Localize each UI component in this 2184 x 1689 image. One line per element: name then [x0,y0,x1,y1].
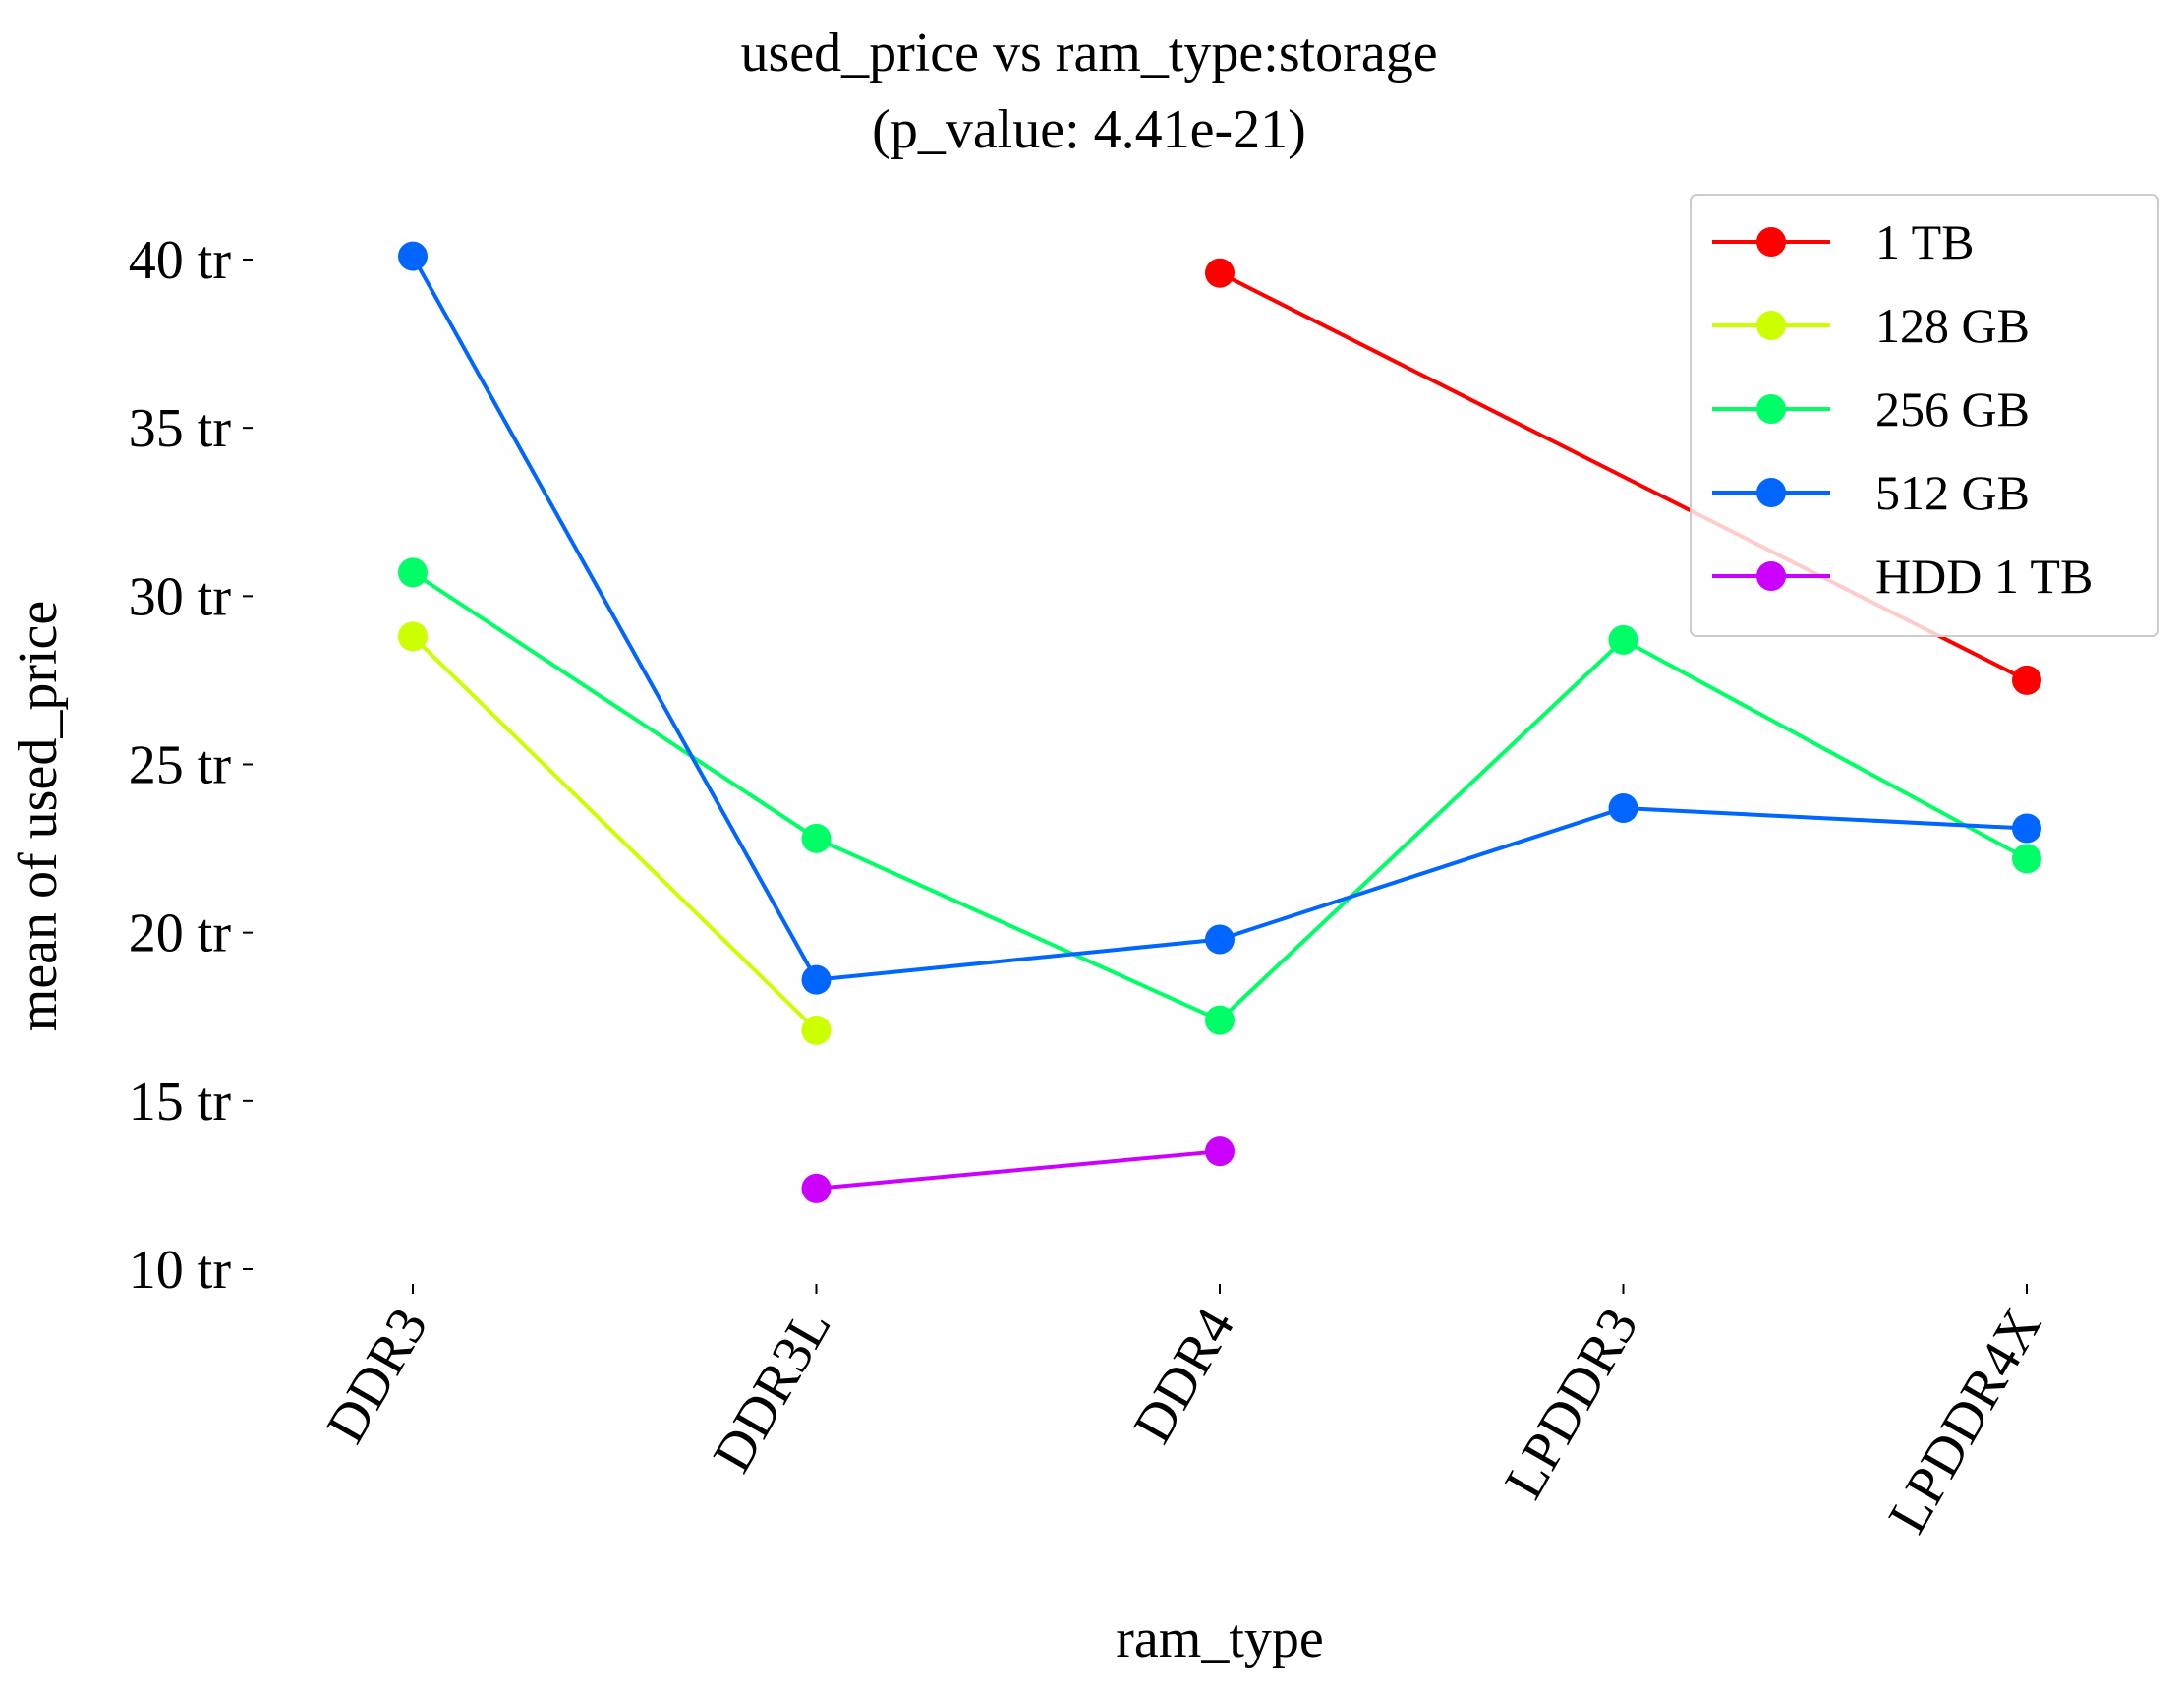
x-axis-label: ram_type [1116,1608,1323,1669]
legend-marker [1756,311,1786,340]
y-axis: 10 tr 15 tr 20 tr 25 tr 30 tr 35 tr 40 tr [129,230,253,1301]
legend-label: 256 GB [1875,381,2030,437]
legend-label: 128 GB [1875,298,2030,353]
x-axis: DDR3 DDR3L DDR4 LPDDR3 LPDDR4X [315,1284,2053,1543]
data-point [1205,258,1235,288]
data-point [1205,1005,1235,1035]
legend-label: 512 GB [1875,465,2030,520]
data-point [1205,924,1235,955]
series-512-gb [398,241,2041,995]
data-point [2012,665,2041,695]
data-point [1608,624,1638,655]
data-point [801,823,832,853]
legend-marker [1756,478,1786,507]
y-axis-label: mean of used_price [8,601,69,1031]
legend-box [1690,194,2159,637]
data-point [398,241,428,271]
x-tick-label: LPDDR4X [1877,1299,2054,1543]
series-line [816,1149,1221,1191]
data-point [801,964,832,995]
legend-item: HDD 1 TB [1712,549,2093,604]
data-point [1608,793,1638,824]
y-tick-label: 20 tr [129,903,232,964]
y-tick-label: 25 tr [129,735,232,796]
chart-title-line-2: (p_value: 4.41e-21) [872,99,1306,160]
legend-label: 1 TB [1875,214,1975,269]
chart-title-line-1: used_price vs ram_type:storage [740,23,1437,84]
legend-marker [1756,227,1786,257]
x-tick-label: DDR3 [315,1299,439,1454]
data-point [2012,844,2041,874]
data-point [1205,1136,1235,1167]
legend-item: 128 GB [1712,298,2030,353]
data-point [398,557,428,588]
data-point [398,621,428,652]
y-tick-label: 10 tr [129,1240,232,1301]
y-tick-label: 30 tr [129,566,232,627]
x-tick-label: DDR4 [1121,1299,1246,1454]
x-tick-label: DDR3L [702,1299,843,1483]
legend-marker [1756,561,1786,591]
legend-item: 256 GB [1712,381,2030,437]
legend-label: HDD 1 TB [1875,549,2093,604]
legend-item: 1 TB [1712,214,1975,269]
y-tick-label: 35 tr [129,398,232,459]
chart-title: used_price vs ram_type:storage (p_value:… [740,23,1437,160]
legend-item: 512 GB [1712,465,2030,520]
legend: 1 TB 128 GB 256 GB 512 GB HDD 1 TB [1690,194,2159,637]
legend-marker [1756,394,1786,424]
y-tick-label: 15 tr [129,1072,232,1133]
series-hdd-1-tb [801,1136,1235,1203]
data-point [2012,813,2041,844]
x-tick-label: LPDDR3 [1493,1299,1649,1509]
data-point [801,1015,832,1045]
data-point [801,1173,832,1203]
series-256-gb [398,557,2041,1035]
y-tick-label: 40 tr [129,230,232,291]
series-128-gb [398,621,832,1045]
series-line [411,634,818,1032]
